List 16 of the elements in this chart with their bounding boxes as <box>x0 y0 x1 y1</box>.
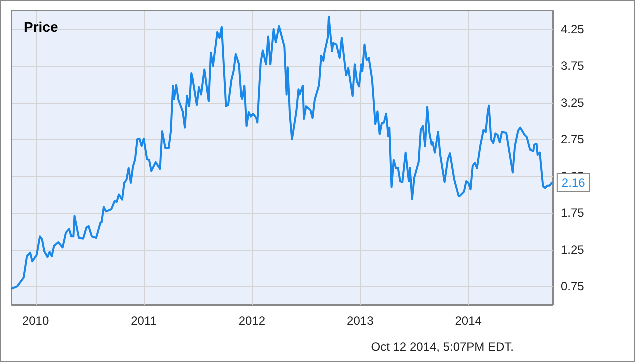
y-tick-label: 1.75 <box>561 206 585 220</box>
y-tick-label: 3.75 <box>561 59 585 74</box>
y-tick-label: 2.75 <box>561 132 585 147</box>
text: Oct 12 2014, 5:07PM EDT. <box>371 340 514 354</box>
y-tick-label: 0.75 <box>561 280 585 294</box>
y-tick-label: 4.25 <box>561 22 585 36</box>
y-tick-label: 3.25 <box>561 96 585 110</box>
x-tick-label: 2010 <box>22 314 50 328</box>
data-label: 2.16 <box>562 176 586 190</box>
x-tick-label: 2014 <box>455 314 482 328</box>
y-tick-label: 1.25 <box>561 242 585 257</box>
x-tick-label: 2011 <box>131 314 158 328</box>
line-series <box>11 16 553 290</box>
x-tick-label: 2013 <box>347 314 374 328</box>
x-tick-label: 2012 <box>238 314 266 328</box>
text: Price <box>24 19 58 35</box>
